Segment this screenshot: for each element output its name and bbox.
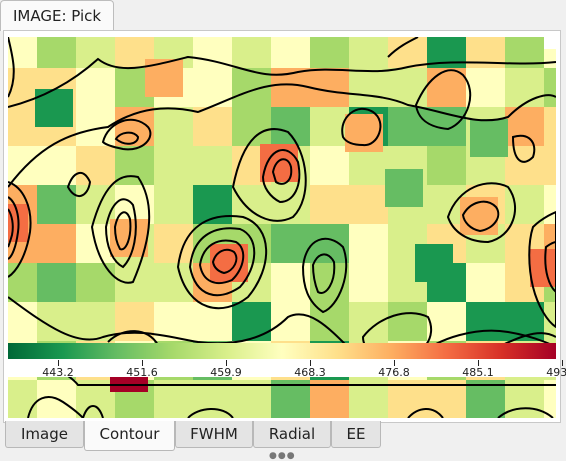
- heatmap-hot-cell: [345, 114, 383, 152]
- colorbar-tick-label: 485.1: [462, 366, 494, 379]
- colorbar-tick: [562, 360, 563, 366]
- colorbar-tick-label: 493.5: [546, 366, 566, 379]
- heatmap-cell: [37, 224, 76, 263]
- heatmap-cell: [505, 68, 544, 107]
- heatmap-cell: [232, 302, 271, 341]
- colorbar-tick: [226, 360, 227, 366]
- window-title-tab[interactable]: IMAGE: Pick: [0, 0, 115, 31]
- heatmap-cell: [76, 263, 115, 302]
- heatmap-cell: [154, 263, 193, 302]
- heatmap-cell: [37, 263, 76, 302]
- heatmap-cell: [349, 146, 388, 185]
- heatmap-cell: [349, 185, 388, 224]
- contour-plot[interactable]: [8, 37, 556, 418]
- heatmap-hot-cell: [530, 249, 556, 287]
- heatmap-cell: [8, 107, 37, 146]
- heatmap-cell: [427, 185, 466, 224]
- heatmap-cell: [154, 107, 193, 146]
- scroll-corner: [544, 37, 556, 49]
- heatmap-cell: [505, 146, 544, 185]
- heatmap-cell: [349, 380, 388, 418]
- heatmap-cell: [466, 380, 505, 418]
- colorbar-tick: [478, 360, 479, 366]
- heatmap-cell: [271, 37, 310, 68]
- colorbar-tick: [58, 360, 59, 366]
- heatmap-cell: [427, 146, 466, 185]
- heatmap-cell: [388, 107, 427, 146]
- heatmap-cell: [232, 37, 271, 68]
- heatmap-cell: [271, 107, 310, 146]
- heatmap-cell: [388, 380, 427, 418]
- heatmap-hot-cell: [415, 244, 453, 282]
- heatmap-cell: [154, 185, 193, 224]
- heatmap-cell: [8, 263, 37, 302]
- tab-contour[interactable]: Contour: [84, 421, 175, 451]
- heatmap-cell: [544, 68, 556, 107]
- heatmap-cell: [271, 380, 310, 418]
- tab-image[interactable]: Image: [5, 421, 84, 448]
- colorbar-tick-label: 476.8: [378, 366, 410, 379]
- heatmap-cell: [76, 146, 115, 185]
- heatmap-cell: [37, 146, 76, 185]
- heatmap-cell: [271, 302, 310, 341]
- colorbar-gradient: [8, 343, 556, 359]
- heatmap-cell: [310, 380, 349, 418]
- heatmap-cell: [310, 68, 349, 107]
- heatmap-hot-cell: [470, 119, 508, 157]
- heatmap-cell: [154, 146, 193, 185]
- heatmap-cell: [427, 68, 466, 107]
- heatmap-cell: [427, 380, 466, 418]
- heatmap-cell: [388, 302, 427, 341]
- heatmap-cell: [76, 302, 115, 341]
- tab-fwhm[interactable]: FWHM: [175, 421, 253, 448]
- heatmap-cell: [349, 68, 388, 107]
- heatmap-cell: [349, 263, 388, 302]
- heatmap-cell: [505, 107, 544, 146]
- heatmap-cell: [154, 380, 193, 418]
- heatmap-cell: [193, 185, 232, 224]
- heatmap-cell: [193, 37, 232, 68]
- colorbar-tick-label: 459.9: [210, 366, 242, 379]
- colorbar-tick: [394, 360, 395, 366]
- colorbar-tick: [310, 360, 311, 366]
- heatmap-cell: [310, 185, 349, 224]
- heatmap-cell: [271, 224, 310, 263]
- colorbar-tick: [142, 360, 143, 366]
- heatmap-cell: [388, 68, 427, 107]
- grip-dots-icon[interactable]: ●●●: [269, 451, 296, 461]
- tab-radial[interactable]: Radial: [253, 421, 331, 448]
- heatmap-cell: [544, 380, 556, 418]
- heatmap-hot-cell: [35, 89, 73, 127]
- heatmap-cell: [310, 263, 349, 302]
- heatmap-cell: [37, 185, 76, 224]
- heatmap-hot-cell: [385, 169, 423, 207]
- heatmap-cell: [232, 380, 271, 418]
- heatmap-cell: [466, 302, 505, 341]
- heatmap-cell: [115, 263, 154, 302]
- colorbar-tick-label: 468.3: [294, 366, 326, 379]
- heatmap-cell: [310, 146, 349, 185]
- heatmap-cell: [76, 380, 115, 418]
- heatmap-cell: [76, 37, 115, 68]
- heatmap-cell: [8, 146, 37, 185]
- heatmap-cell: [37, 37, 76, 68]
- contour-image[interactable]: [8, 37, 556, 418]
- heatmap-cell: [466, 68, 505, 107]
- heatmap-cell: [76, 68, 115, 107]
- colorbar-tick-label: 451.6: [126, 366, 158, 379]
- heatmap-cell: [154, 224, 193, 263]
- heatmap-cell: [544, 146, 556, 185]
- heatmap-cell: [466, 263, 505, 302]
- heatmap-cell: [193, 146, 232, 185]
- heatmap-cell: [8, 380, 37, 418]
- heatmap-cell: [544, 107, 556, 146]
- colorbar-tick-label: 443.2: [42, 366, 74, 379]
- heatmap-cell: [310, 37, 349, 68]
- heatmap-cell: [349, 37, 388, 68]
- tab-ee[interactable]: EE: [331, 421, 381, 448]
- heatmap-cell: [193, 107, 232, 146]
- heatmap-cell: [349, 224, 388, 263]
- heatmap-cell: [505, 380, 544, 418]
